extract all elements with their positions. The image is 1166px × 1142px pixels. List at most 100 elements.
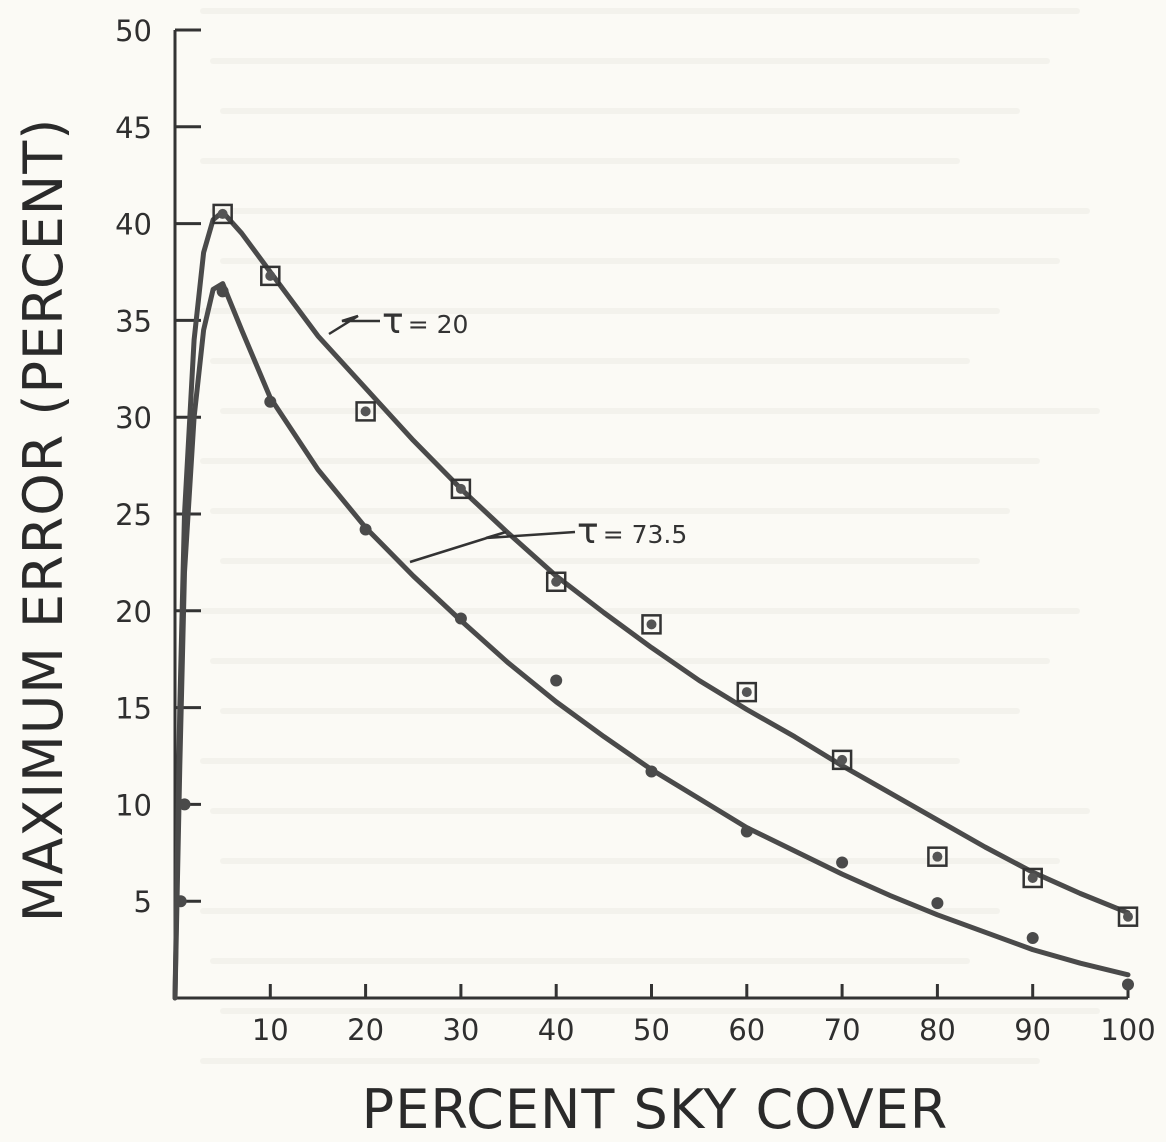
faded-text-line [210,58,1050,64]
data-point-dot [1122,978,1134,991]
x-tick-label: 80 [919,1013,956,1047]
dot-marker [1027,872,1038,883]
faded-text-line [220,1008,1100,1014]
faded-text-line [200,308,1000,314]
faded-text-line [220,708,1020,714]
faded-text-line [200,608,1080,614]
y-axis-title: MAXIMUM ERROR (PERCENT) [12,118,75,923]
data-point-dot [454,612,467,625]
dot-marker [837,754,848,765]
annotation-label: τ = 20 [382,301,468,342]
annotation-label: τ = 73.5 [577,511,687,552]
annotation-2: τ = 73.5 [409,511,687,564]
y-tick-label: 35 [115,304,152,338]
data-point-square [545,571,567,593]
dot-marker [1123,911,1133,922]
x-tick-label: 30 [442,1013,479,1047]
data-point-dot [550,674,563,687]
square-marker [736,681,758,703]
square-marker [927,846,948,867]
y-tick-label: 40 [115,208,152,242]
square-marker [212,203,233,225]
series-line [172,209,1131,1001]
data-point-square [450,478,472,500]
leader-arrow [409,530,576,564]
data-point-square [641,614,662,635]
y-tick-label: 15 [115,692,152,726]
y-tick-label: 20 [115,595,152,629]
x-tick-label: 20 [347,1013,384,1047]
series-1 [172,203,1139,1001]
series-layer [172,203,1139,1001]
annotation-1: τ = 20 [328,301,468,342]
data-point-dot [645,765,658,778]
annotation-layer: τ = 20τ = 73.5 [328,301,687,564]
y-tick-label: 5 [134,885,152,919]
data-point-square [831,749,853,771]
tau-symbol: τ [382,301,404,342]
data-point-dot [1026,931,1039,944]
square-marker [1117,906,1139,927]
x-tick-label: 60 [728,1013,765,1047]
x-tick-label: 10 [252,1013,289,1047]
data-point-dot [264,395,277,408]
square-marker [545,571,567,593]
annotation-value: = 73.5 [603,520,688,549]
x-tick-label: 70 [824,1013,861,1047]
tau-symbol: τ [577,511,599,552]
faded-text-line [220,408,1100,414]
square-marker [1022,867,1043,889]
data-point-dot [216,285,229,298]
square-marker [260,265,281,287]
data-point-dot [931,897,944,910]
data-point-dot [178,798,191,811]
dot-marker [741,687,752,698]
leader-arrow [328,314,380,336]
data-point-square [927,846,948,867]
data-point-square [260,265,281,287]
faded-text-line [220,108,1020,114]
y-tick-label: 10 [115,788,152,822]
faded-text-line [200,158,960,164]
square-marker [355,401,376,422]
y-tick-label: 25 [115,498,152,532]
faded-text-line [210,208,1090,214]
faded-text-line [200,1058,1040,1064]
data-point-square [1022,867,1043,889]
series-2 [172,281,1134,1001]
square-marker [450,478,472,500]
faded-text-line [200,8,1080,14]
data-point-square [736,681,758,703]
x-tick-label: 40 [538,1013,575,1047]
faded-text-line [210,658,1050,664]
square-marker [641,614,662,635]
data-point-square [212,203,233,225]
faded-text-line [220,858,1060,864]
faded-text-line [210,508,1010,514]
faded-text-line [200,458,1040,464]
dot-marker [932,851,943,862]
y-tick-label: 50 [115,14,152,48]
faded-text-line [200,908,1000,914]
x-tick-label: 90 [1014,1013,1051,1047]
x-ticks: 10 20 30 40 50 60 70 80 90 100 [252,984,1156,1047]
data-point-dot [836,856,849,869]
faded-text-line [220,558,980,564]
data-point-square [355,401,376,422]
data-point-square [1117,906,1139,927]
dot-marker [360,406,371,417]
data-point-dot [740,825,753,838]
y-tick-label: 30 [115,401,152,435]
annotation-value: = 20 [408,310,469,339]
faded-text-line [220,258,1060,264]
square-marker [831,749,853,771]
data-point-dot [359,523,372,536]
dot-marker [217,208,228,219]
x-tick-label: 100 [1100,1013,1155,1047]
x-tick-label: 50 [633,1013,670,1047]
faded-text-line [210,808,1090,814]
dot-marker [455,483,466,494]
faded-text-line [210,958,970,964]
